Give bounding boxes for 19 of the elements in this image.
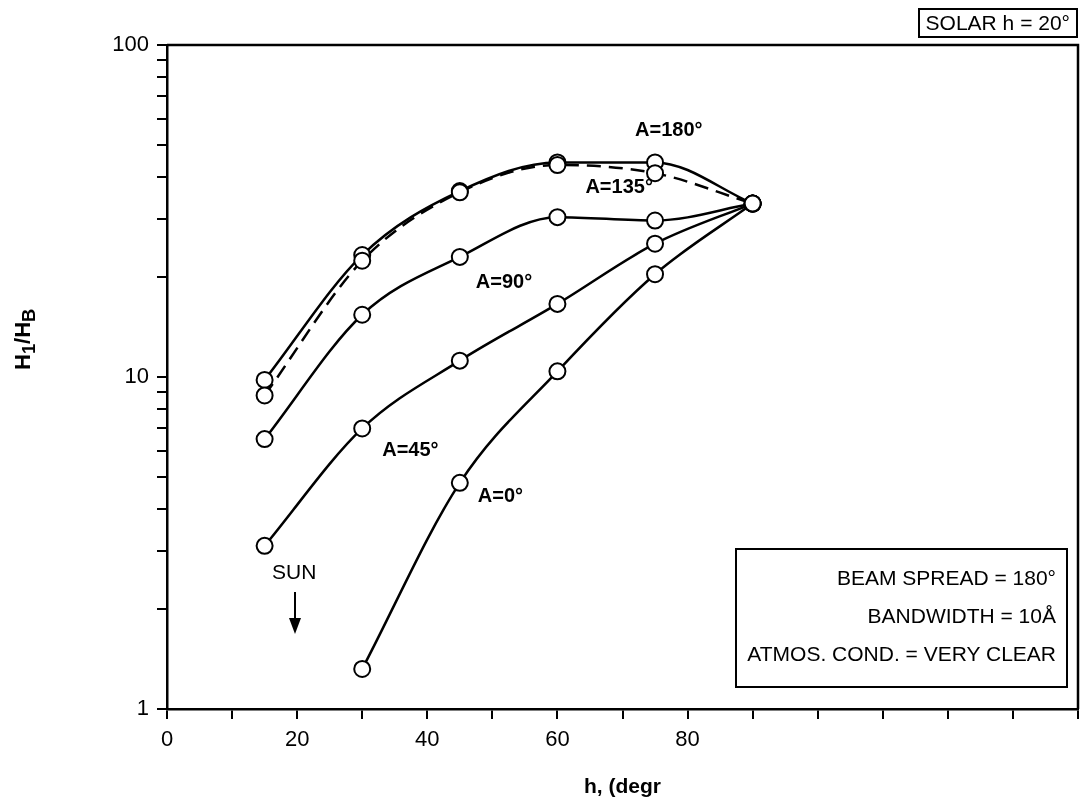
y-tick-label: 100 (112, 31, 149, 57)
x-tick-label: 40 (415, 726, 440, 752)
series-label: A=90° (475, 270, 533, 293)
annotation: ATMOS. COND. = VERY CLEAR (747, 642, 1056, 666)
annotation: SUN (272, 560, 317, 584)
text: SOLAR h = 20° (917, 8, 1078, 38)
series-label: A=180° (635, 117, 703, 140)
x-axis-title: h, (degr (584, 774, 661, 798)
x-tick-label: 80 (675, 726, 700, 752)
y-tick-label: 10 (124, 363, 149, 389)
x-tick-label: 20 (284, 726, 310, 752)
x-tick-label: 60 (545, 726, 570, 752)
x-tick-label: 0 (160, 726, 174, 752)
series-label: A=135° (585, 174, 653, 197)
series-label: A=0° (477, 484, 524, 507)
y-tick-label: 1 (136, 695, 149, 721)
annotation: BANDWIDTH = 10Å (866, 604, 1056, 628)
annotation: BEAM SPREAD = 180° (835, 566, 1056, 590)
series-label: A=45° (382, 437, 439, 460)
